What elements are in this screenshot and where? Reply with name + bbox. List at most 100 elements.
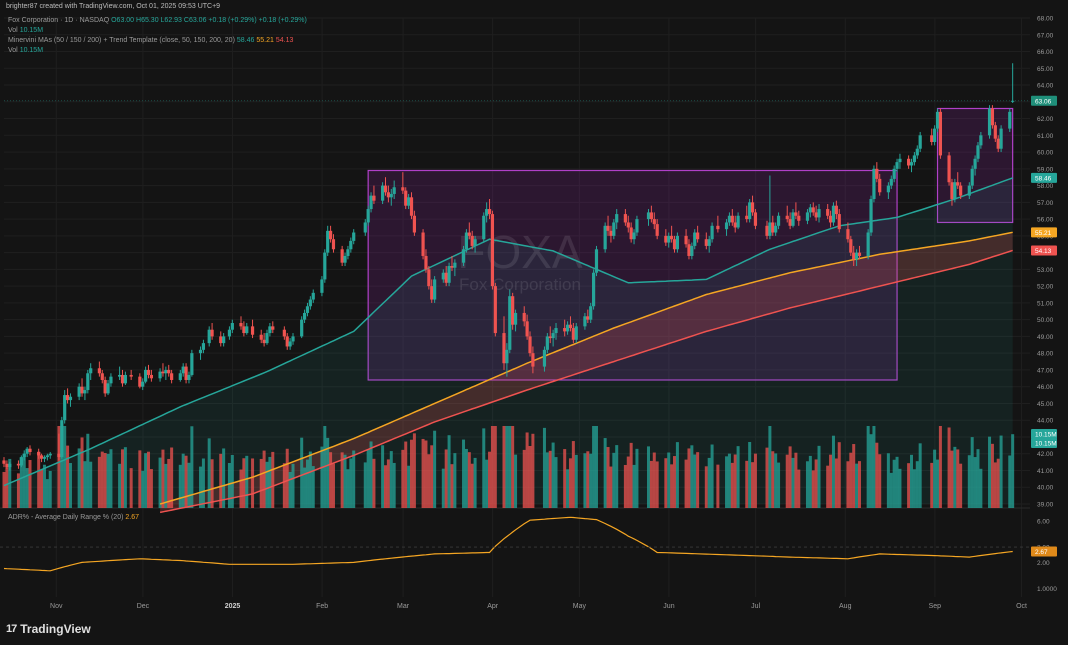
candle-body [912,155,916,163]
candle-body [716,225,720,230]
volume-bar [109,449,113,508]
volume-bar [707,457,711,508]
candle-body [470,235,474,246]
candle-body [187,374,191,380]
candle-body [158,371,162,379]
ma-legend[interactable]: Minervini MAs (50 / 150 / 200) + Trend T… [8,37,293,44]
volume-bar [670,464,674,508]
price-tick: 47.00 [1037,367,1054,374]
ma-lines [3,177,1013,514]
candle-body [326,230,330,253]
price-axis[interactable]: 68.0067.0066.0065.0064.0063.0062.0061.00… [1031,16,1057,594]
candle-body [826,209,830,216]
candle-body [889,178,893,186]
candle-body [230,323,234,330]
candle-body [268,326,272,334]
candle-body [915,148,919,156]
volume-bar [664,458,668,508]
volume-bar [493,426,497,508]
volume-bar [57,426,61,508]
vol-value: 10.15M [19,27,44,34]
tradingview-logo-icon: 17 [6,623,17,635]
volume-bar [320,446,324,508]
candle-body [311,292,315,300]
price-tick: 53.00 [1037,267,1054,274]
candle-body [164,369,168,374]
candle-body [28,448,32,453]
volume-bar [2,471,6,508]
volume-bar [48,470,52,508]
candle-body [144,369,148,382]
candle-body [430,286,434,300]
volume-bar [774,453,778,508]
watermark-ticker: FOXA [457,226,583,278]
volume-bar [727,453,731,508]
candle-body [568,324,573,329]
volume-bar [120,449,124,508]
price-tick: 48.00 [1037,351,1054,358]
candle-body [198,349,203,354]
tradingview-brand[interactable]: 17 TradingView [6,622,91,636]
ma200-line [159,249,1013,514]
candle-body [167,369,171,374]
volume-bar [45,479,49,508]
volume-bar [89,461,93,508]
volume-bar [993,462,997,508]
candle-body [956,182,960,186]
ma-band-fill [160,232,1013,513]
candle-body [591,272,596,307]
candle-body [424,255,428,270]
candle-body [1008,111,1012,129]
volume-bar [647,446,651,508]
volume-bar [566,469,570,508]
candle-body [239,323,243,327]
volume-bar [794,452,798,508]
volume-bar [181,453,185,508]
candle-body [987,108,992,136]
candle-body [814,212,818,218]
candle-body [750,202,755,213]
candle-body [421,232,425,256]
volume-badge-bg [1031,429,1057,439]
volume-bar [366,449,370,508]
volume-bar [895,456,899,508]
candle-body [444,272,448,283]
time-label: Nov [50,603,63,610]
volume-bar [412,433,416,508]
candle-body [652,219,656,225]
price-tick: 56.00 [1037,217,1054,224]
volume-bar [826,465,830,508]
candle-body [733,222,737,228]
volume-bar [675,442,679,508]
volume-legend-2[interactable]: Vol 10.15M [8,47,43,54]
volume-bar [910,454,914,508]
volume-bar [83,461,87,508]
volume-bar [19,457,23,508]
brand-name: TradingView [20,622,91,636]
time-axis[interactable]: Nov Dec 2025 Feb Mar Apr May Jun Jul Aug Sep Oct [50,603,1027,610]
volume-bar [649,460,653,508]
candle-body [531,353,535,367]
candle-body [935,111,940,129]
candle-body [103,379,107,394]
adr-legend[interactable]: ADR% - Average Daily Range % (20) 2.67 [8,514,139,521]
volume-bar [898,468,902,508]
candle-body [464,232,469,250]
time-label: Apr [487,603,499,610]
volume-bar [574,454,578,508]
candle-body [667,235,671,243]
ma200-badge: 54.13 [1035,248,1052,255]
symbol-legend[interactable]: Fox Corporation · 1D · NASDAQ O63.00 H65… [8,17,307,24]
candle-body [302,312,307,320]
candle-body [797,215,801,221]
candle-body [441,272,445,280]
candle-body [548,336,552,339]
volume-bar [768,426,772,508]
volume-legend[interactable]: Vol 10.15M [8,27,43,34]
volume-bar [704,466,708,508]
candle-body [866,232,870,256]
last-price-badge-bg [1031,95,1057,106]
time-label: Oct [1016,603,1027,610]
ma200-value: 54.13 [275,37,294,44]
